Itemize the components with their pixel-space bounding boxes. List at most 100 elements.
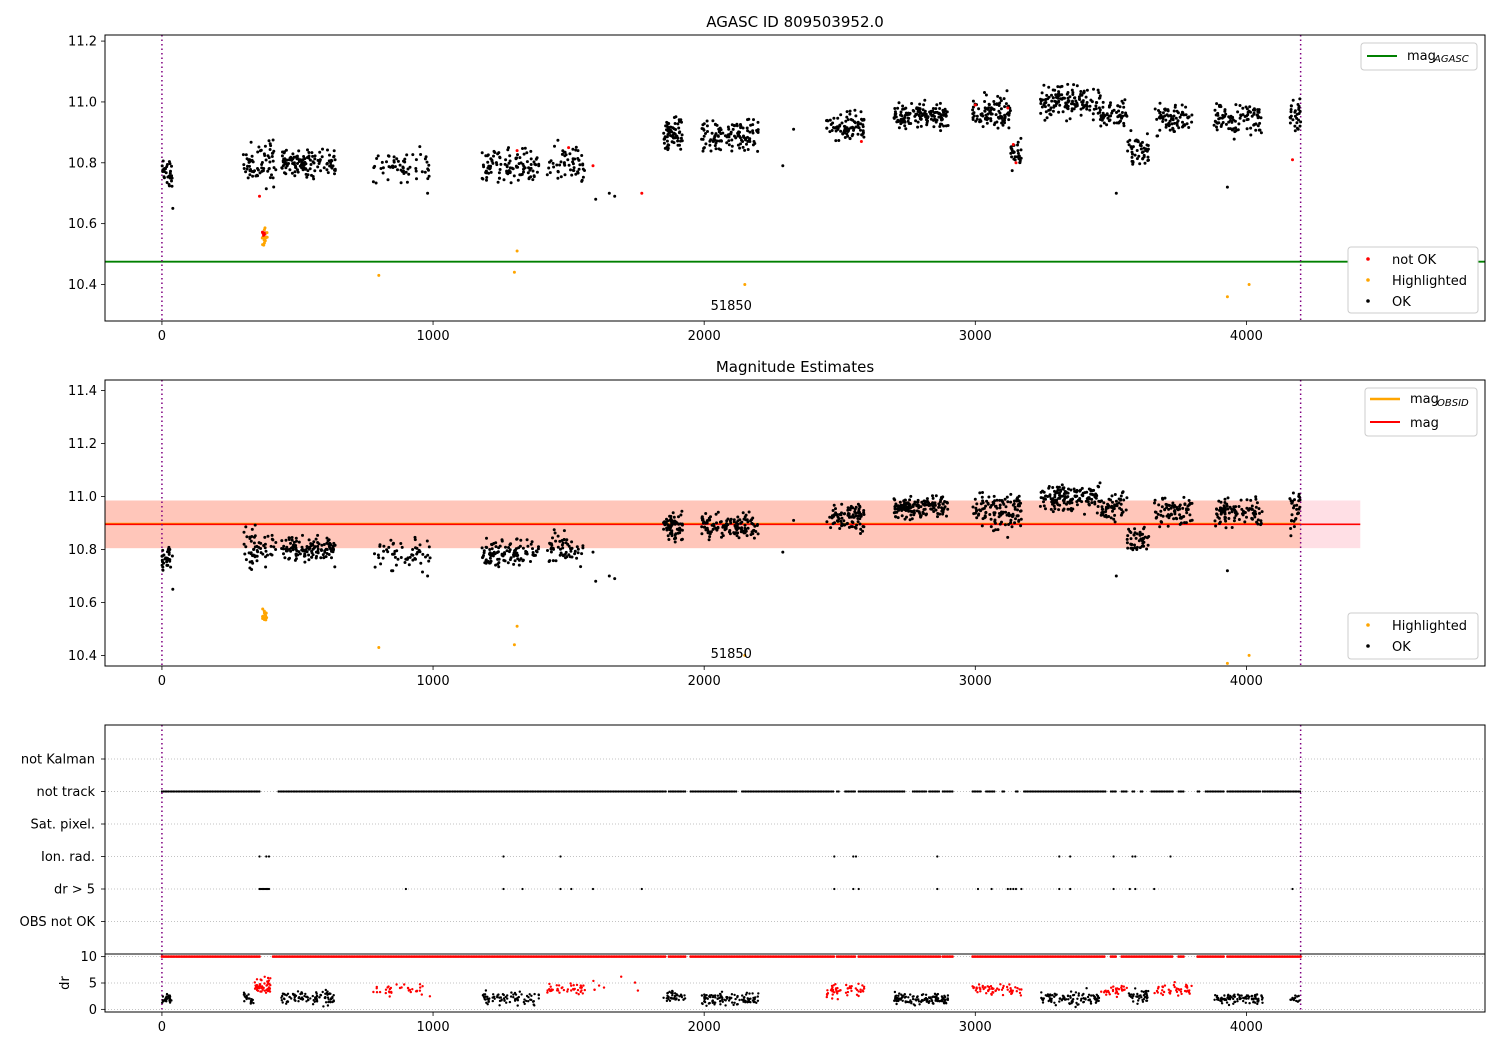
data-point (972, 111, 976, 115)
data-point (925, 497, 929, 501)
data-point (248, 164, 251, 168)
data-point (929, 507, 933, 511)
data-point (488, 548, 492, 551)
data-point (913, 114, 917, 118)
flag-point (1133, 790, 1136, 793)
x-tick-label: 3000 (959, 329, 992, 344)
flag-point (1031, 790, 1034, 793)
data-point (309, 544, 313, 548)
dr-point (512, 993, 515, 996)
data-point (487, 171, 491, 175)
data-point (1297, 492, 1301, 496)
flag-point (175, 790, 178, 793)
data-point (1011, 514, 1015, 517)
flag-point (1219, 790, 1222, 793)
flag-point (895, 790, 898, 793)
data-point (271, 159, 275, 163)
data-point (830, 129, 834, 132)
data-point (756, 532, 760, 536)
data-point (270, 533, 274, 537)
data-point (264, 549, 268, 553)
flag-point (366, 790, 370, 793)
data-point (1288, 115, 1292, 119)
dr-point (247, 993, 250, 996)
data-point (424, 555, 427, 559)
flag-point (1057, 790, 1060, 793)
flag-point (827, 790, 830, 793)
data-point (481, 177, 485, 181)
data-point (1003, 497, 1007, 501)
data-point (576, 551, 580, 555)
data-point (564, 541, 568, 545)
data-point (1156, 134, 1160, 138)
data-point (995, 506, 999, 510)
flag-point (306, 790, 309, 793)
data-point (565, 555, 569, 559)
dr-point (894, 995, 897, 998)
data-point (1233, 508, 1237, 512)
flag-point (781, 790, 784, 793)
data-point (916, 110, 920, 113)
dr-point (492, 993, 495, 996)
data-point (671, 126, 675, 130)
flag-point (615, 790, 619, 793)
data-point (572, 166, 576, 170)
data-point (377, 273, 381, 277)
data-point (673, 132, 677, 136)
data-point (1101, 105, 1105, 109)
data-point (305, 156, 309, 159)
flag-point (255, 790, 258, 793)
data-point (563, 173, 567, 177)
flag-point (237, 790, 240, 793)
data-point (862, 135, 866, 139)
data-point (990, 112, 994, 116)
flag-point (1076, 790, 1079, 793)
data-point (929, 112, 933, 116)
data-point (1254, 128, 1258, 132)
dr-point (716, 994, 720, 997)
data-point (714, 147, 718, 151)
data-point (552, 165, 556, 169)
flag-point (1047, 790, 1050, 793)
data-point (1126, 534, 1130, 538)
data-point (987, 495, 991, 499)
dr-point (946, 997, 949, 1000)
flag-point (654, 790, 658, 793)
flag-point (208, 790, 211, 793)
data-point (672, 136, 675, 140)
data-point (1061, 110, 1065, 114)
data-point (374, 181, 378, 185)
data-point (838, 527, 842, 530)
data-point (919, 515, 923, 519)
data-point (306, 169, 310, 173)
dr-point (753, 1000, 756, 1004)
data-point (525, 538, 529, 542)
data-point (1250, 504, 1254, 508)
data-point (591, 550, 595, 554)
data-point (1126, 140, 1130, 144)
dr-point (724, 1004, 727, 1007)
data-point (519, 538, 523, 542)
flag-point (242, 790, 245, 793)
flag-point (480, 790, 483, 793)
data-point (408, 165, 412, 169)
data-point (529, 163, 533, 166)
dr-point (721, 998, 724, 1001)
dr-point (326, 990, 329, 993)
flag-point (931, 790, 934, 793)
flag-point (461, 790, 464, 793)
flag-point (752, 790, 755, 793)
data-point (741, 126, 745, 130)
dr-point (671, 992, 674, 995)
data-point (263, 542, 267, 546)
flag-point (1053, 790, 1057, 793)
flag-point (1165, 790, 1168, 793)
data-point (576, 171, 580, 175)
data-point (160, 563, 164, 567)
data-point (1133, 153, 1137, 157)
data-point (496, 180, 500, 184)
data-point (666, 125, 670, 129)
data-point (708, 535, 712, 539)
flag-point (327, 790, 330, 793)
